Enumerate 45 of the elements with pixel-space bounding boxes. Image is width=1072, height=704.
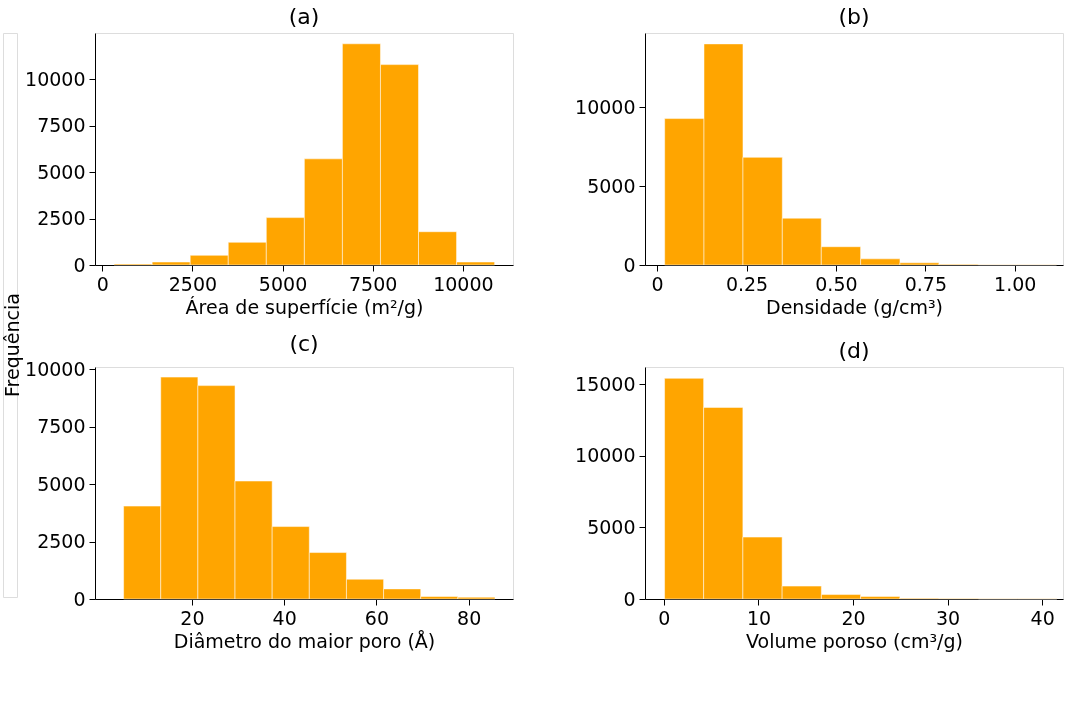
y-tick-label: 10000	[25, 67, 86, 90]
x-tick-label: 0.75	[904, 272, 947, 295]
x-tick-label: 7500	[349, 272, 398, 295]
y-tick-label: 2500	[37, 207, 86, 230]
y-tick-label: 2500	[37, 530, 86, 553]
y-tick-label: 10000	[575, 95, 636, 118]
y-tick-label: 0	[73, 253, 86, 276]
x-tick-label: 0	[658, 606, 671, 629]
chart-title: (b)	[838, 4, 870, 29]
x-tick-label: 0.25	[725, 272, 769, 295]
x-tick-label: 20	[841, 606, 866, 629]
y-tick-label: 0	[623, 253, 636, 276]
x-tick-label: 80	[457, 606, 482, 629]
y-tick-label: 10000	[575, 444, 636, 467]
x-tick-label: 30	[936, 606, 961, 629]
x-axis-title: Área de superfície (m²/g)	[185, 295, 424, 318]
y-tick-label: 7500	[37, 114, 86, 137]
x-tick-label: 20	[180, 606, 205, 629]
x-tick-label: 0	[96, 272, 109, 295]
x-tick-label: 10	[746, 606, 772, 629]
x-tick-label: 60	[364, 606, 390, 629]
chart-title: (d)	[838, 338, 870, 363]
x-tick-label: 40	[272, 606, 297, 629]
x-tick-label: 40	[1030, 606, 1055, 629]
x-tick-label: 10000	[433, 272, 494, 295]
y-tick-label: 7500	[37, 415, 86, 438]
x-tick-label: 5000	[258, 272, 308, 295]
chart-title: (c)	[289, 331, 319, 357]
x-axis-title: Volume poroso (cm³/g)	[746, 629, 963, 652]
y-tick-label: 5000	[37, 472, 86, 495]
y-tick-label: 10000	[25, 357, 86, 380]
y-tick-label: 0	[73, 587, 86, 610]
chart-title: (a)	[288, 4, 320, 29]
x-tick-label: 2500	[168, 272, 218, 295]
x-tick-label: 1.00	[994, 272, 1037, 295]
y-tick-label: 5000	[37, 160, 86, 183]
y-tick-label: 0	[623, 587, 636, 610]
x-tick-label: 0.50	[815, 272, 858, 295]
y-tick-label: 15000	[575, 372, 636, 395]
y-tick-label: 5000	[587, 174, 636, 197]
y-tick-label: 5000	[587, 515, 636, 538]
x-axis-title: Densidade (g/cm³)	[766, 295, 943, 318]
x-tick-label: 0	[651, 272, 664, 295]
text: Frequência	[1, 293, 23, 397]
x-axis-title: Diâmetro do maior poro (Å)	[173, 629, 436, 652]
